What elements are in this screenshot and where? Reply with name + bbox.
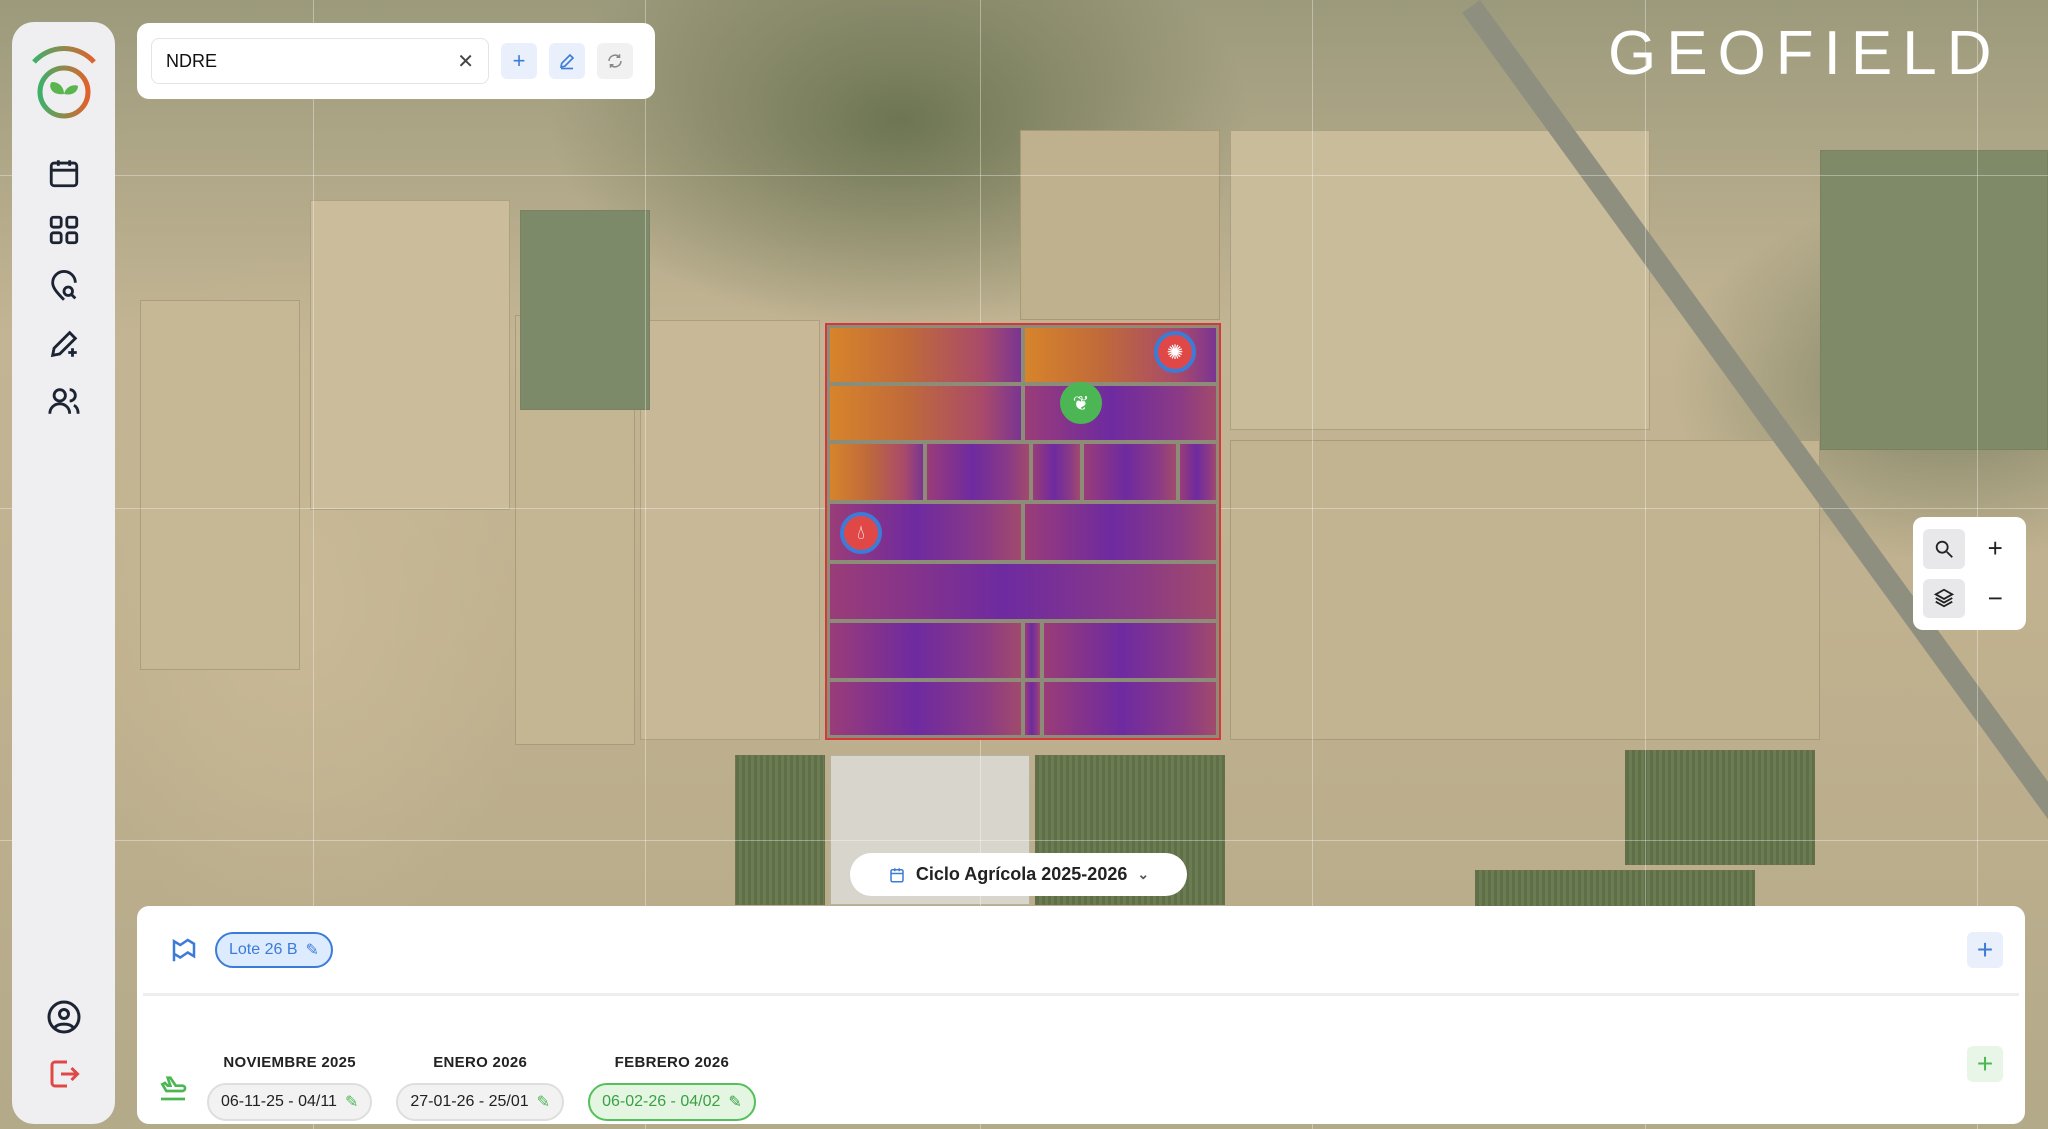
- virus-marker[interactable]: ✺: [1154, 331, 1196, 373]
- flight-range-pill[interactable]: 06-02-26 - 04/02 ✎: [588, 1083, 756, 1121]
- flights-row: NOVIEMBRE 2025 06-11-25 - 04/11 ✎ ENERO 2…: [137, 996, 2025, 1121]
- plus-icon: +: [1987, 533, 2003, 564]
- calendar-icon[interactable]: [42, 151, 86, 195]
- plus-icon: +: [1976, 933, 1994, 965]
- search-icon: [1935, 540, 1953, 558]
- flight-month: ENERO 2026: [433, 1054, 528, 1071]
- drop-marker[interactable]: 💧︎: [840, 512, 882, 554]
- flight-range-pill[interactable]: 06-11-25 - 04/11 ✎: [207, 1083, 373, 1121]
- lote-pill[interactable]: Lote 26 B ✎: [215, 931, 333, 968]
- grid-icon[interactable]: [42, 208, 86, 252]
- add-flight-button[interactable]: +: [1967, 1046, 2003, 1082]
- flight-item: NOVIEMBRE 2025 06-11-25 - 04/11 ✎: [207, 1054, 373, 1121]
- flight-item: ENERO 2026 27-01-26 - 25/01 ✎: [396, 1054, 565, 1121]
- logout-icon[interactable]: [42, 1052, 86, 1096]
- edit-button[interactable]: [549, 43, 585, 79]
- chevron-down-icon: ⌄: [1137, 866, 1150, 882]
- flight-item-active: FEBRERO 2026 06-02-26 - 04/02 ✎: [588, 1054, 756, 1121]
- field-ndre-overlay[interactable]: [825, 323, 1221, 740]
- flight-range-pill[interactable]: 27-01-26 - 25/01 ✎: [396, 1083, 565, 1121]
- pencil-plus-icon[interactable]: [42, 322, 86, 366]
- edit-icon[interactable]: ✎: [305, 941, 319, 959]
- refresh-button[interactable]: [597, 43, 633, 79]
- layer-search-panel: NDRE ✕ +: [137, 23, 655, 99]
- edit-icon[interactable]: ✎: [344, 1094, 359, 1111]
- sidebar: [12, 22, 115, 1124]
- flight-month: FEBRERO 2026: [614, 1054, 730, 1071]
- search-value[interactable]: NDRE: [166, 50, 218, 71]
- edit-icon[interactable]: ✎: [536, 1094, 551, 1111]
- users-icon[interactable]: [42, 379, 86, 423]
- close-icon[interactable]: ✕: [457, 50, 474, 73]
- flight-range: 06-02-26 - 04/02: [602, 1093, 721, 1110]
- flag-map-icon: [172, 938, 196, 961]
- geofield-logo: GEOFIELD: [1608, 19, 2002, 88]
- cycle-label: Ciclo Agrícola 2025-2026: [915, 864, 1128, 884]
- flight-range: 27-01-26 - 25/01: [410, 1093, 529, 1110]
- virus-icon: ✺: [1166, 341, 1184, 364]
- leaf-icon: ❦: [1072, 392, 1090, 415]
- calendar-icon: [890, 867, 904, 882]
- lote-row: Lote 26 B ✎ +: [143, 906, 2019, 996]
- map-controls: + −: [1913, 517, 2026, 630]
- layers-button[interactable]: [1923, 578, 1965, 618]
- add-button[interactable]: +: [501, 43, 537, 79]
- layer-search-input[interactable]: NDRE ✕: [151, 38, 489, 84]
- zoom-out-button[interactable]: −: [1975, 579, 2017, 619]
- plane-landing-icon: [160, 1076, 187, 1101]
- map-search-button[interactable]: [1923, 529, 1965, 569]
- leaf-marker[interactable]: ❦: [1060, 382, 1102, 424]
- edit-icon[interactable]: ✎: [728, 1094, 742, 1111]
- plus-icon: +: [1976, 1048, 1994, 1079]
- plus-icon: +: [512, 48, 526, 73]
- edit-icon: [559, 53, 575, 70]
- user-circle-icon[interactable]: [42, 995, 86, 1039]
- app-logo[interactable]: [26, 44, 102, 127]
- flight-range: 06-11-25 - 04/11: [221, 1093, 337, 1110]
- cycle-selector[interactable]: Ciclo Agrícola 2025-2026 ⌄: [850, 853, 1187, 896]
- add-lote-button[interactable]: +: [1967, 931, 2003, 968]
- minus-icon: −: [1987, 582, 2003, 613]
- zoom-in-button[interactable]: +: [1975, 529, 2017, 569]
- lote-label: Lote 26 B: [229, 940, 298, 958]
- bottom-panel: Lote 26 B ✎ + NOVIEMBRE 2025 06-11-25 - …: [137, 906, 2025, 1124]
- flight-month: NOVIEMBRE 2025: [223, 1054, 356, 1071]
- refresh-icon: [608, 54, 622, 68]
- location-search-icon[interactable]: [42, 265, 86, 309]
- layers-icon: [1933, 588, 1954, 608]
- drop-icon: 💧︎: [857, 521, 865, 544]
